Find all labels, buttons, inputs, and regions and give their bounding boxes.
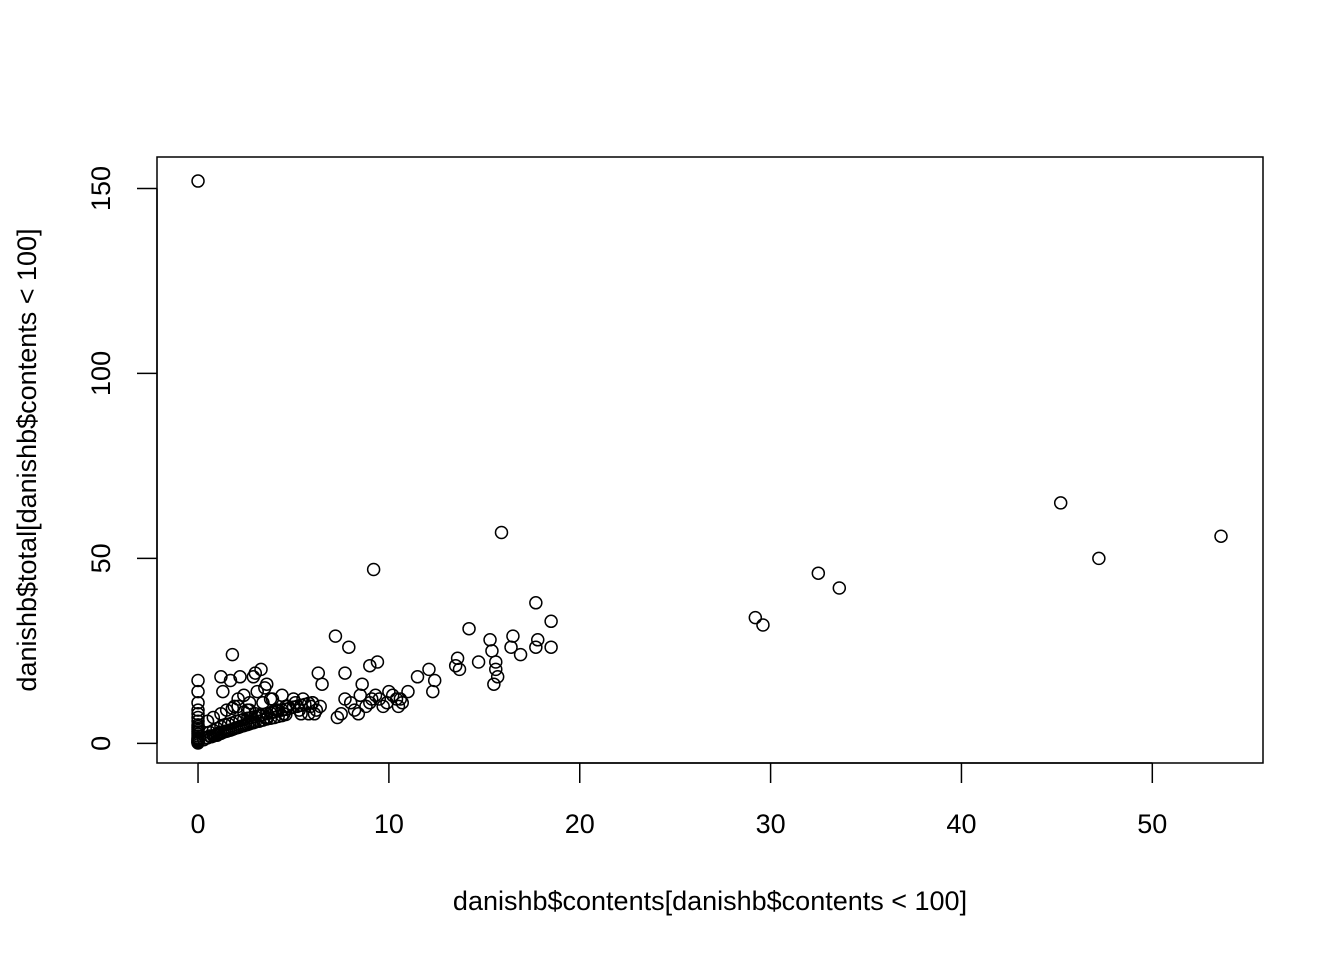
plot-area-frame bbox=[156, 156, 1264, 764]
data-point bbox=[263, 692, 278, 706]
x-axis-title: danishb$contents[danishb$contents < 100] bbox=[453, 886, 967, 916]
data-point bbox=[489, 655, 503, 669]
x-tick-label: 0 bbox=[191, 809, 206, 839]
x-tick-label: 30 bbox=[756, 809, 786, 839]
y-axis-title: danishb$total[danishb$contents < 100] bbox=[12, 228, 42, 691]
data-point bbox=[191, 174, 205, 188]
data-point bbox=[494, 525, 509, 540]
data-point bbox=[334, 707, 348, 721]
data-point bbox=[191, 695, 205, 710]
data-point bbox=[529, 640, 543, 654]
data-point bbox=[296, 692, 310, 706]
data-point bbox=[303, 699, 318, 714]
data-point bbox=[372, 692, 387, 706]
data-point bbox=[471, 655, 486, 669]
data-point bbox=[206, 710, 221, 725]
data-point bbox=[490, 670, 505, 684]
data-point bbox=[513, 647, 528, 662]
data-point bbox=[401, 684, 415, 699]
data-point bbox=[756, 618, 770, 632]
data-point bbox=[315, 677, 329, 691]
x-axis: 0 10 20 30 40 50 bbox=[191, 762, 1167, 839]
y-tick-label: 150 bbox=[86, 166, 116, 211]
data-point bbox=[279, 699, 293, 714]
data-point bbox=[391, 699, 406, 714]
data-point bbox=[450, 651, 465, 666]
data-points bbox=[191, 174, 1228, 750]
data-point bbox=[351, 707, 366, 721]
data-point bbox=[225, 647, 240, 662]
data-point bbox=[393, 692, 408, 706]
data-point bbox=[191, 703, 205, 717]
data-point bbox=[529, 596, 543, 610]
data-point bbox=[250, 684, 264, 699]
data-point bbox=[544, 640, 558, 654]
y-tick-label: 50 bbox=[86, 543, 116, 573]
data-point bbox=[307, 707, 322, 721]
data-point bbox=[748, 610, 763, 625]
data-point bbox=[544, 614, 558, 629]
data-point bbox=[368, 688, 383, 703]
data-point bbox=[483, 633, 497, 647]
data-point bbox=[364, 692, 379, 706]
data-point bbox=[191, 707, 205, 721]
data-point bbox=[376, 699, 390, 714]
data-point bbox=[811, 566, 826, 580]
data-point bbox=[363, 658, 377, 673]
data-point bbox=[240, 703, 255, 717]
data-point bbox=[485, 644, 499, 658]
data-point bbox=[254, 662, 268, 677]
data-point bbox=[370, 655, 385, 669]
data-point bbox=[1053, 496, 1068, 510]
y-tick-label: 100 bbox=[86, 351, 116, 396]
data-point bbox=[448, 658, 463, 673]
data-point bbox=[426, 684, 440, 699]
x-tick-label: 50 bbox=[1137, 809, 1167, 839]
data-point bbox=[258, 681, 272, 695]
data-point bbox=[462, 621, 476, 636]
data-point bbox=[487, 677, 501, 691]
data-point bbox=[366, 562, 381, 577]
data-point bbox=[231, 692, 245, 706]
data-point bbox=[382, 684, 396, 699]
data-point bbox=[191, 710, 205, 725]
data-point bbox=[191, 684, 205, 699]
y-axis: 0 50 100 150 bbox=[86, 166, 158, 751]
data-point bbox=[233, 670, 247, 684]
data-point bbox=[489, 662, 503, 677]
data-point bbox=[214, 670, 228, 684]
data-point bbox=[191, 714, 205, 728]
data-point bbox=[342, 640, 356, 654]
data-point bbox=[410, 670, 425, 684]
data-point bbox=[277, 707, 291, 721]
data-point bbox=[427, 673, 442, 688]
data-point bbox=[343, 695, 358, 710]
x-tick-label: 40 bbox=[946, 809, 976, 839]
data-point bbox=[223, 673, 238, 688]
data-point bbox=[385, 688, 400, 703]
data-point bbox=[216, 684, 230, 699]
data-point bbox=[311, 666, 326, 680]
x-tick-label: 10 bbox=[374, 809, 404, 839]
data-point bbox=[355, 677, 369, 691]
x-tick-label: 20 bbox=[565, 809, 595, 839]
data-point bbox=[288, 695, 303, 710]
data-point bbox=[422, 662, 436, 677]
data-point bbox=[294, 707, 308, 721]
data-point bbox=[227, 699, 242, 714]
data-point bbox=[452, 662, 467, 677]
data-point bbox=[531, 633, 545, 647]
data-point bbox=[330, 710, 345, 725]
data-point bbox=[1214, 529, 1228, 543]
data-point bbox=[832, 581, 847, 595]
data-point bbox=[338, 666, 352, 680]
y-tick-label: 0 bbox=[86, 736, 116, 751]
data-point bbox=[191, 673, 205, 688]
data-point bbox=[256, 695, 270, 710]
data-point bbox=[328, 629, 343, 643]
data-point bbox=[506, 629, 520, 643]
data-point bbox=[1092, 551, 1106, 566]
